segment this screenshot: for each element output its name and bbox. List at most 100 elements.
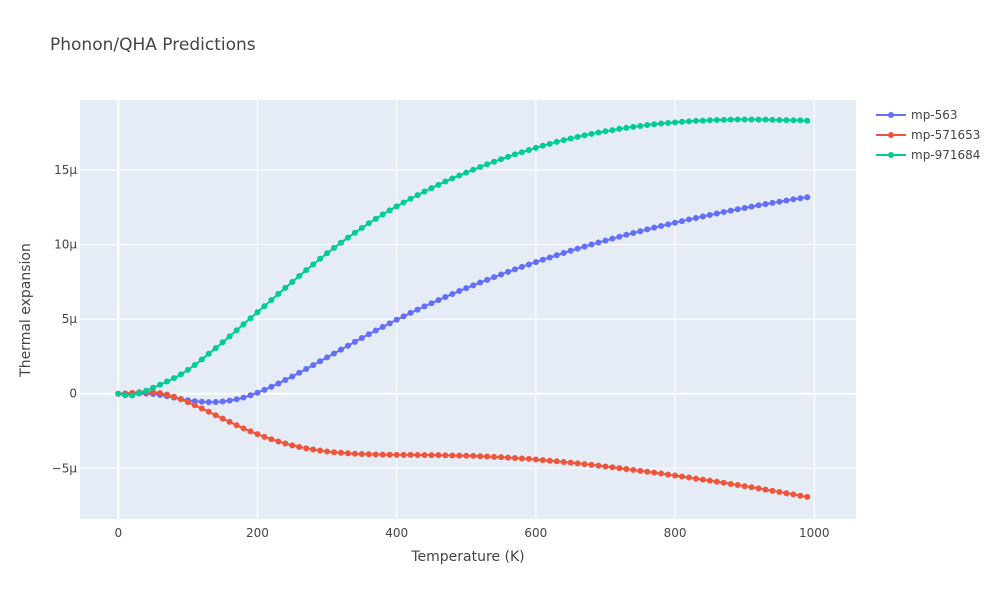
data-point[interactable] [755,202,762,209]
data-point[interactable] [379,451,386,458]
data-point[interactable] [393,316,400,323]
data-point[interactable] [776,116,783,123]
data-point[interactable] [150,389,157,396]
data-point[interactable] [317,358,324,365]
data-point[interactable] [748,116,755,123]
data-point[interactable] [560,137,567,144]
data-point[interactable] [539,256,546,263]
data-point[interactable] [484,161,491,168]
data-point[interactable] [588,241,595,248]
data-point[interactable] [226,397,233,404]
data-point[interactable] [498,156,505,163]
data-point[interactable] [303,267,310,274]
data-point[interactable] [783,117,790,124]
data-point[interactable] [358,450,365,457]
data-point[interactable] [790,117,797,124]
data-point[interactable] [379,323,386,330]
data-point[interactable] [699,213,706,220]
data-point[interactable] [198,398,205,405]
data-point[interactable] [164,378,170,385]
data-point[interactable] [372,327,379,334]
data-point[interactable] [511,151,518,158]
data-point[interactable] [609,127,616,134]
data-point[interactable] [665,471,672,478]
data-point[interactable] [741,116,748,123]
data-point[interactable] [449,175,456,182]
data-point[interactable] [470,282,477,289]
data-point[interactable] [518,263,525,270]
data-point[interactable] [219,339,226,346]
data-point[interactable] [783,490,790,497]
data-point[interactable] [157,390,164,397]
data-point[interactable] [386,207,393,214]
data-point[interactable] [511,455,518,462]
data-point[interactable] [616,465,623,472]
data-point[interactable] [595,462,602,469]
data-point[interactable] [414,192,421,199]
data-point[interactable] [212,345,219,352]
data-point[interactable] [692,475,699,482]
data-point[interactable] [449,452,456,459]
data-point[interactable] [477,279,484,286]
data-point[interactable] [734,482,741,488]
data-point[interactable] [442,293,449,300]
data-point[interactable] [268,383,275,390]
data-point[interactable] [268,436,275,443]
data-point[interactable] [616,125,623,132]
data-point[interactable] [177,371,184,378]
data-point[interactable] [205,399,212,406]
data-point[interactable] [261,303,268,310]
data-point[interactable] [644,468,651,475]
data-point[interactable] [727,207,734,214]
data-point[interactable] [358,334,365,341]
data-point[interactable] [713,116,720,123]
data-point[interactable] [372,451,379,458]
data-point[interactable] [456,172,463,179]
data-point[interactable] [240,394,247,401]
data-point[interactable] [393,451,400,458]
data-point[interactable] [804,117,811,124]
data-point[interactable] [386,320,393,327]
data-point[interactable] [310,261,317,268]
data-point[interactable] [804,194,811,201]
data-point[interactable] [484,276,491,283]
data-point[interactable] [797,492,804,499]
data-point[interactable] [344,234,351,241]
data-point[interactable] [296,443,303,450]
data-point[interactable] [435,452,442,459]
data-point[interactable] [713,210,720,217]
data-point[interactable] [442,452,449,459]
data-point[interactable] [713,478,720,485]
data-point[interactable] [331,449,338,456]
data-point[interactable] [748,203,755,210]
data-point[interactable] [567,135,574,142]
data-point[interactable] [595,239,602,246]
data-point[interactable] [623,466,630,473]
data-point[interactable] [365,331,372,338]
data-point[interactable] [651,469,658,476]
data-point[interactable] [679,118,686,125]
data-point[interactable] [129,392,136,399]
data-point[interactable] [157,381,164,388]
data-point[interactable] [644,226,651,233]
data-point[interactable] [588,130,595,137]
data-point[interactable] [762,116,769,123]
data-point[interactable] [337,346,344,353]
data-point[interactable] [498,454,505,461]
data-point[interactable] [393,203,400,210]
data-point[interactable] [734,116,741,123]
data-point[interactable] [762,486,769,493]
data-point[interactable] [491,274,498,281]
legend-item-mp-571653[interactable]: mp-571653 [876,128,980,142]
data-point[interactable] [435,181,442,188]
data-point[interactable] [296,272,303,279]
data-point[interactable] [776,198,783,205]
data-point[interactable] [324,354,331,361]
data-point[interactable] [679,218,686,225]
data-point[interactable] [720,208,727,215]
data-point[interactable] [428,300,435,307]
data-point[interactable] [511,266,518,273]
data-point[interactable] [679,473,686,480]
data-point[interactable] [734,206,741,213]
data-point[interactable] [769,487,776,494]
